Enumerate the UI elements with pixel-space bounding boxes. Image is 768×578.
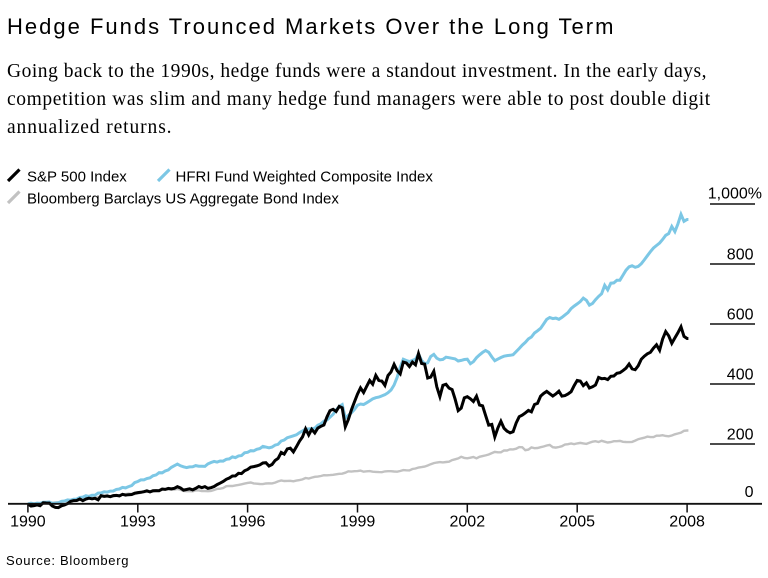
svg-text:1993: 1993 [120, 514, 156, 531]
svg-text:1996: 1996 [230, 514, 266, 531]
svg-text:800: 800 [727, 247, 754, 264]
svg-text:Bloomberg Barclays US Aggregat: Bloomberg Barclays US Aggregate Bond Ind… [27, 191, 339, 208]
svg-text:400: 400 [727, 367, 754, 384]
svg-text:2008: 2008 [669, 514, 705, 531]
svg-text:200: 200 [727, 427, 754, 444]
svg-text:2005: 2005 [559, 514, 595, 531]
svg-text:1990: 1990 [10, 514, 46, 531]
svg-text:0: 0 [745, 484, 754, 501]
svg-text:S&P 500 Index: S&P 500 Index [27, 169, 127, 186]
svg-text:1999: 1999 [340, 514, 376, 531]
svg-text:HFRI Fund Weighted Composite I: HFRI Fund Weighted Composite Index [176, 169, 434, 186]
svg-text:2002: 2002 [450, 514, 486, 531]
svg-text:600: 600 [727, 307, 754, 324]
svg-text:1,000%: 1,000% [708, 186, 762, 203]
